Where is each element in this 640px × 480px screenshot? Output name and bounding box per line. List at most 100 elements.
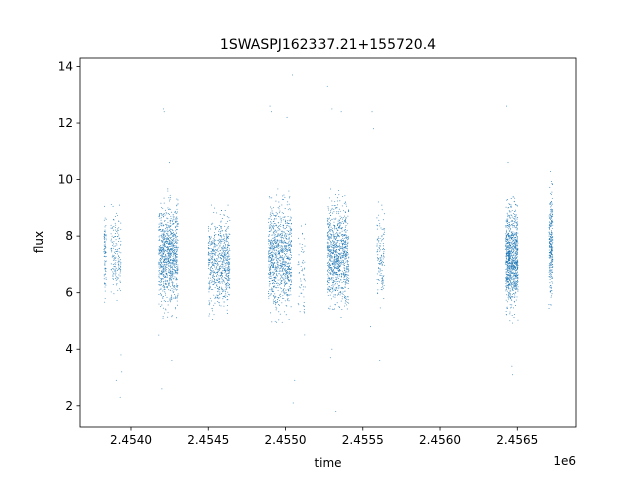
data-point: [335, 194, 336, 195]
data-point: [512, 220, 514, 222]
data-point: [160, 306, 162, 308]
data-point: [284, 242, 286, 243]
data-point: [168, 241, 170, 243]
data-point: [340, 256, 342, 258]
data-point: [174, 254, 176, 256]
data-point: [284, 277, 286, 279]
data-point: [160, 287, 162, 289]
data-point: [268, 225, 270, 227]
data-point: [335, 272, 337, 273]
data-point: [162, 234, 164, 236]
data-point: [274, 222, 276, 224]
data-point: [229, 278, 231, 279]
data-point: [552, 258, 554, 260]
data-point: [275, 254, 276, 255]
data-point: [162, 235, 164, 237]
data-point: [173, 253, 175, 254]
data-point: [328, 237, 330, 239]
data-point: [342, 250, 344, 252]
data-point: [549, 222, 551, 224]
data-point: [510, 293, 511, 295]
data-point: [269, 289, 271, 291]
data-point: [268, 239, 270, 241]
data-point: [343, 268, 345, 270]
data-point: [344, 221, 345, 223]
data-point: [338, 285, 340, 287]
data-point: [334, 284, 336, 286]
data-point: [505, 263, 507, 265]
data-point: [339, 246, 341, 247]
data-point: [549, 235, 551, 237]
data-point: [345, 282, 347, 284]
data-point: [327, 246, 329, 248]
data-point: [329, 271, 331, 273]
data-point: [165, 294, 166, 296]
data-point: [336, 212, 338, 214]
data-point: [223, 246, 225, 248]
data-point: [268, 221, 270, 223]
data-point: [115, 267, 117, 269]
data-point: [163, 233, 165, 235]
data-point: [269, 227, 271, 229]
data-point: [222, 298, 224, 300]
data-point: [228, 284, 230, 286]
data-point: [158, 294, 160, 295]
data-point: [340, 222, 342, 223]
data-point: [335, 258, 337, 260]
data-point: [345, 242, 347, 244]
data-point: [278, 304, 280, 306]
data-point: [343, 256, 345, 258]
data-point: [279, 245, 281, 247]
data-point: [167, 188, 169, 190]
data-point: [113, 245, 115, 247]
data-point: [288, 262, 290, 264]
data-point: [169, 275, 171, 276]
data-point: [551, 271, 553, 273]
data-point: [175, 307, 176, 309]
data-point: [338, 277, 340, 279]
data-point: [275, 236, 277, 237]
data-point: [276, 240, 278, 242]
data-point: [551, 220, 552, 221]
data-point: [222, 250, 224, 252]
data-point: [344, 195, 346, 197]
scatter-points: [103, 74, 554, 412]
data-point: [162, 252, 164, 254]
data-point: [343, 281, 345, 282]
data-point: [513, 307, 515, 309]
data-point: [514, 257, 516, 258]
data-point: [548, 239, 550, 240]
data-point: [164, 209, 166, 211]
data-point: [273, 280, 275, 281]
data-point: [277, 264, 279, 266]
data-point: [506, 251, 508, 253]
data-point: [213, 271, 215, 273]
data-point: [285, 220, 286, 222]
data-point: [173, 216, 175, 218]
data-point: [552, 257, 554, 258]
data-point: [347, 264, 349, 265]
data-point: [217, 273, 218, 275]
data-point: [163, 238, 165, 240]
data-point: [269, 216, 271, 218]
data-point: [268, 233, 270, 235]
data-point: [105, 256, 107, 258]
data-point: [550, 255, 552, 257]
data-point: [283, 268, 285, 270]
data-point: [383, 285, 385, 286]
data-point: [328, 226, 330, 228]
data-point: [171, 277, 173, 279]
data-point: [516, 244, 518, 246]
data-point: [288, 203, 290, 205]
data-point: [549, 228, 551, 230]
data-point: [209, 279, 211, 281]
data-point: [273, 301, 275, 303]
data-point: [342, 294, 344, 295]
data-point: [302, 262, 304, 264]
data-point: [167, 208, 169, 210]
data-point: [511, 252, 513, 254]
data-point: [172, 230, 174, 232]
data-point: [229, 248, 231, 250]
data-point: [507, 248, 509, 250]
data-point: [166, 243, 168, 245]
